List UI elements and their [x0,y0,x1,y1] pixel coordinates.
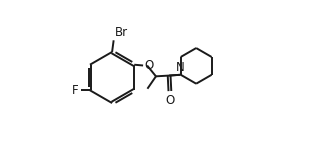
Text: O: O [165,94,174,107]
Text: Br: Br [114,26,128,39]
Text: O: O [145,59,154,72]
Text: N: N [176,61,185,74]
Text: F: F [72,84,78,97]
